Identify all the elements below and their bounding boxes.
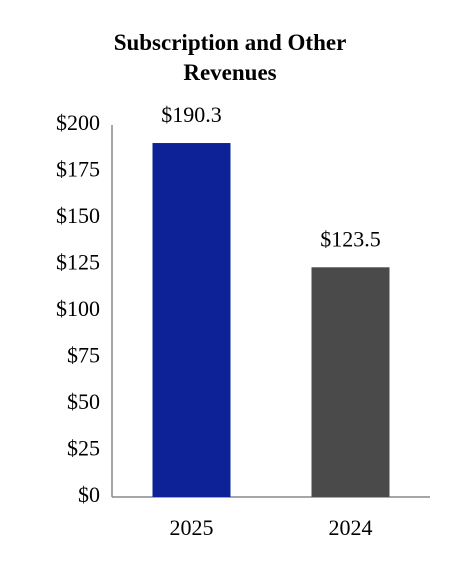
bar <box>152 143 231 498</box>
y-tick-label: $75 <box>67 343 100 368</box>
value-label: $190.3 <box>161 102 222 127</box>
chart-title: Subscription and Other Revenues <box>113 30 347 85</box>
y-tick-label: $125 <box>56 250 100 275</box>
y-tick-label: $100 <box>56 296 100 321</box>
value-label: $123.5 <box>320 226 381 251</box>
y-tick-label: $0 <box>78 482 100 507</box>
y-tick-label: $50 <box>67 389 100 414</box>
x-tick-label: 2025 <box>170 515 214 540</box>
y-tick-label: $175 <box>56 157 100 182</box>
bar <box>311 267 390 497</box>
y-tick-label: $150 <box>56 203 100 228</box>
x-tick-label: 2024 <box>329 515 373 540</box>
y-tick-label: $25 <box>67 436 100 461</box>
y-tick-label: $200 <box>56 110 100 135</box>
